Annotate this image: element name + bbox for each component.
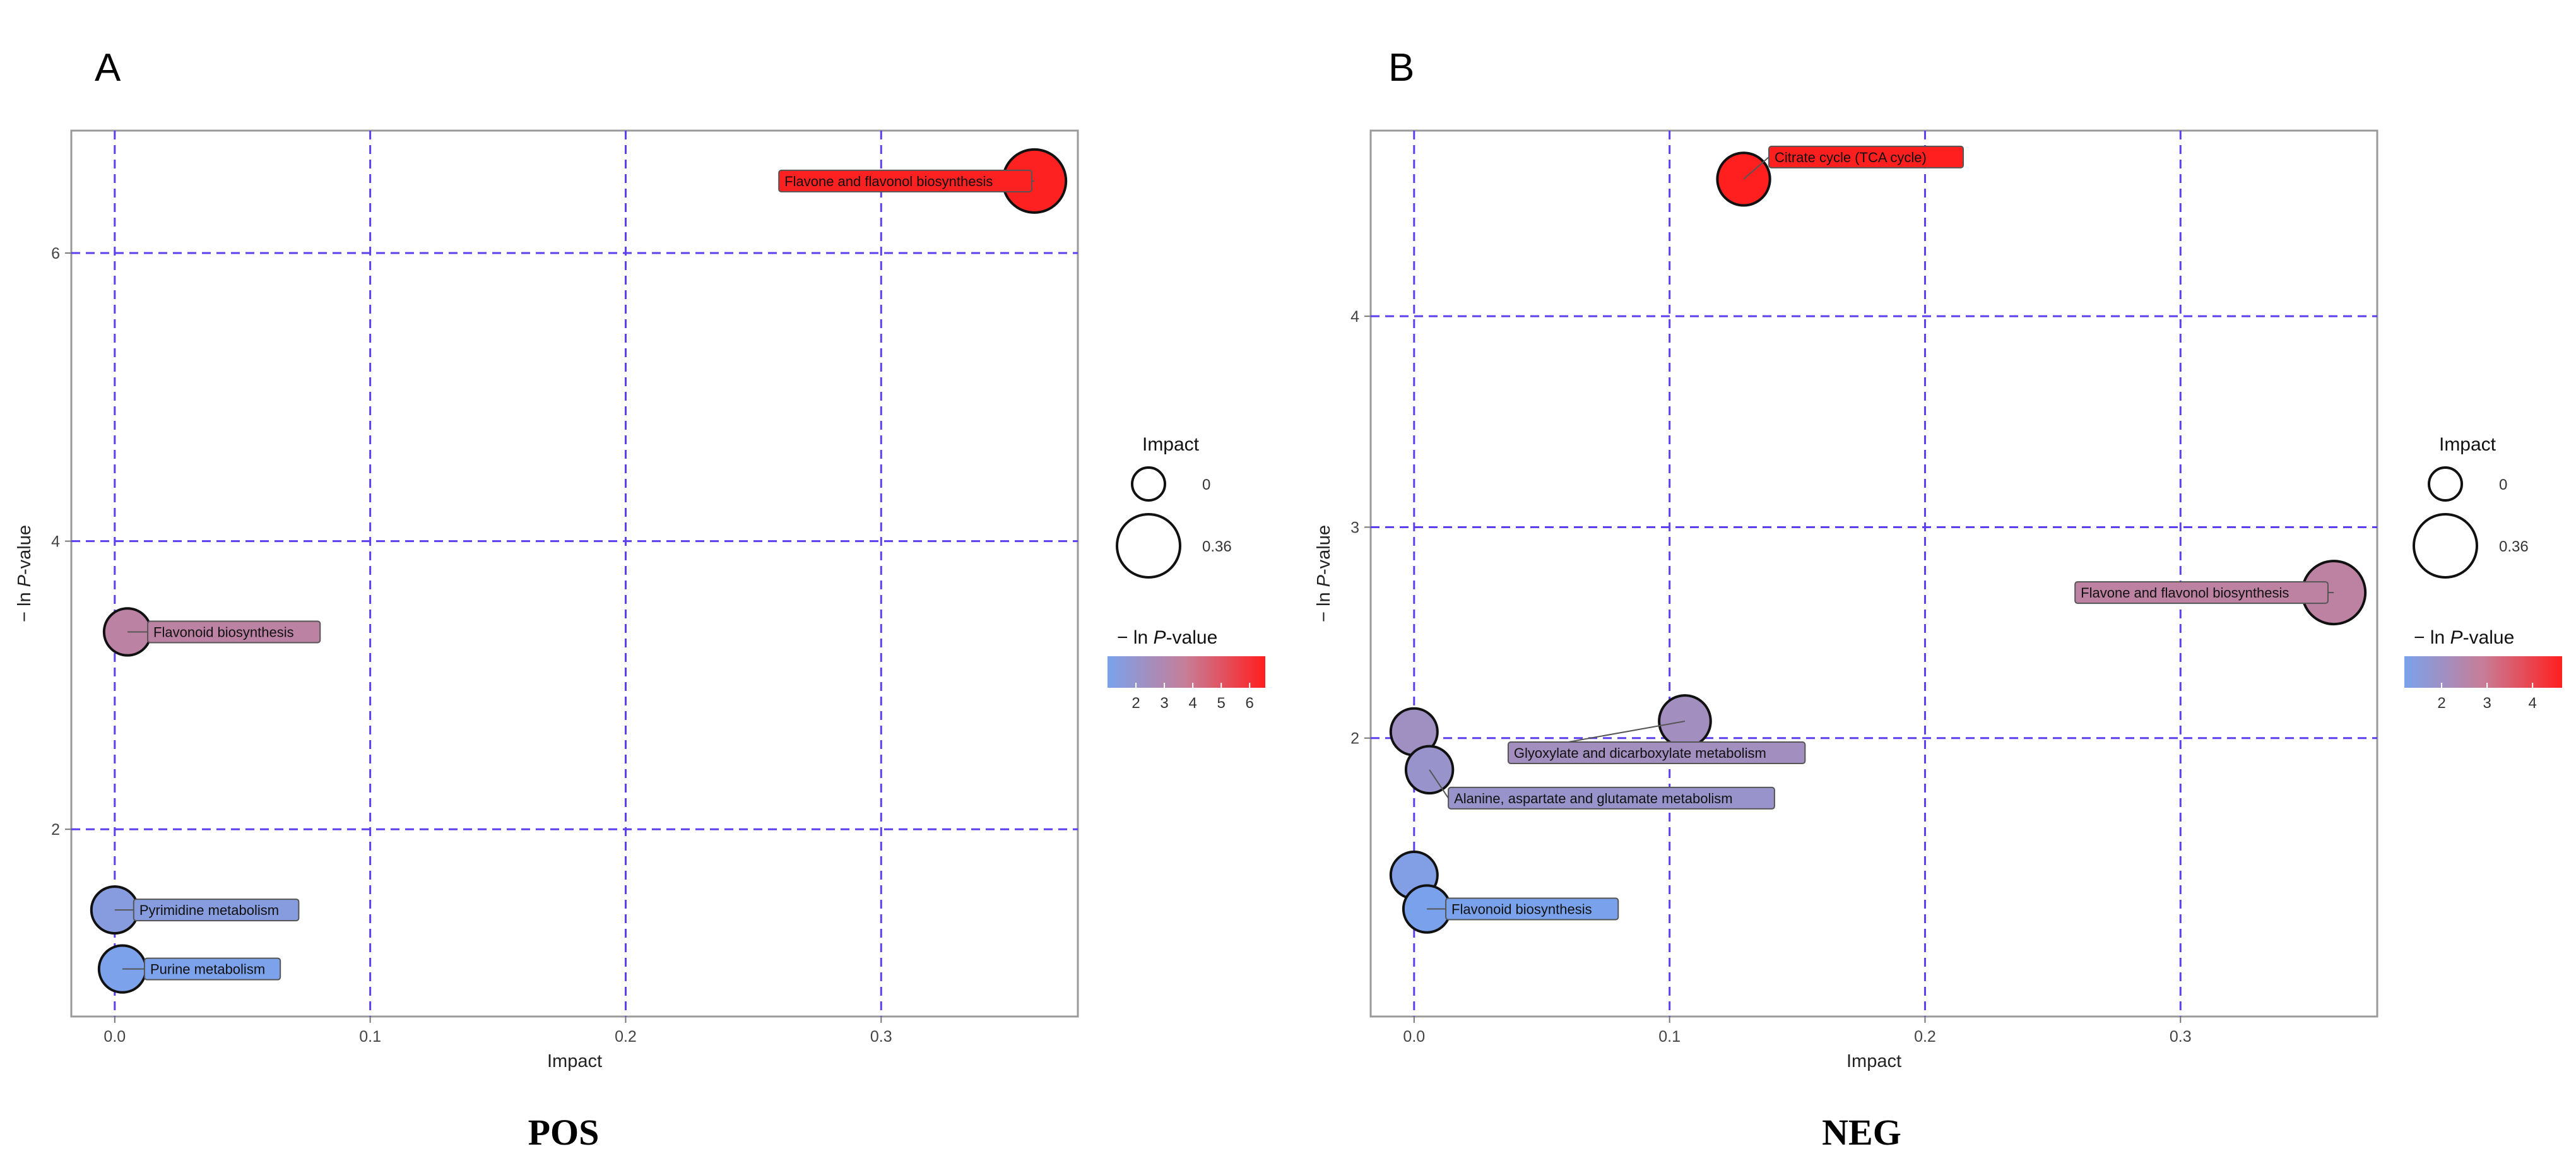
label-connector <box>1743 156 1770 180</box>
label-box <box>778 169 1032 192</box>
x-tick-label: 0.3 <box>870 1028 892 1046</box>
label-box <box>1445 897 1619 921</box>
legend-size-small <box>1131 466 1166 502</box>
legend-size-title: Impact <box>1142 434 1200 455</box>
x-tick-label: 0.3 <box>2170 1028 2192 1046</box>
panel-letter: A <box>95 46 121 90</box>
bubble-label: Flavone and flavonol biosynthesis <box>784 174 993 189</box>
bubble-label: Alanine, aspartate and glutamate metabol… <box>1454 791 1732 806</box>
x-tick-label: 0.1 <box>359 1028 381 1046</box>
y-tick-label: 4 <box>51 533 60 551</box>
legend-colorbar-label: 4 <box>2528 695 2536 712</box>
y-tick-label: 2 <box>51 821 60 839</box>
legend-size-label: 0 <box>1202 476 1210 493</box>
bubble-label: Citrate cycle (TCA cycle) <box>1775 150 1927 165</box>
bubble-label: Pyrimidine metabolism <box>139 902 279 918</box>
bubble-label: Flavone and flavonol biosynthesis <box>2081 585 2289 601</box>
legend-size-label: 0 <box>2499 476 2507 493</box>
bubble-citrate-cycle-tca-cycle <box>1716 151 1771 207</box>
label-box <box>1507 741 1806 764</box>
bubble-label: Purine metabolism <box>150 962 265 977</box>
legend-size-small <box>2428 466 2463 502</box>
x-axis-title: Impact <box>1846 1051 1901 1071</box>
y-axis-title: − ln P-value <box>15 525 35 622</box>
label-box <box>1768 145 1964 168</box>
panel-a: A 0.0 0.1 0.2 0.3 2 4 6 Impact − ln P-value Flavon… <box>15 46 1265 1153</box>
legend-colorbar <box>2404 656 2562 688</box>
legend-colorbar-label: 2 <box>1131 695 1140 712</box>
legend-color-title: − ln P-value <box>1117 627 1217 648</box>
label-box <box>147 620 321 644</box>
legend-size-label: 0.36 <box>1202 538 1232 555</box>
legend-colorbar-label: 3 <box>1160 695 1168 712</box>
legend-color-title: − ln P-value <box>2414 627 2514 648</box>
legend-colorbar-label: 6 <box>1246 695 1254 712</box>
legend-colorbar-label: 4 <box>1188 695 1196 712</box>
x-tick-label: 0.2 <box>1914 1028 1936 1046</box>
label-box <box>1448 786 1775 810</box>
x-tick-label: 0.1 <box>1658 1028 1681 1046</box>
y-tick-label: 2 <box>1350 730 1359 748</box>
legend-size-label: 0.36 <box>2499 538 2529 555</box>
legend-size-large <box>2413 513 2478 579</box>
panel-b: B 0.0 0.1 0.2 0.3 2 3 4 Impact − ln P-value Citrat… <box>1314 46 2562 1153</box>
plot-area <box>70 129 1079 1018</box>
legend-colorbar <box>1108 656 1265 688</box>
y-axis-title: − ln P-value <box>1314 525 1334 622</box>
x-tick-label: 0.0 <box>1403 1028 1425 1046</box>
y-tick-label: 4 <box>1350 308 1359 326</box>
plot-area <box>1369 129 2378 1018</box>
label-connector <box>1429 769 1449 799</box>
label-box <box>143 957 281 981</box>
bubble-label: Glyoxylate and dicarboxylate metabolism <box>1514 745 1766 761</box>
x-tick-label: 0.2 <box>615 1028 637 1046</box>
legend-colorbar-label: 3 <box>2483 695 2491 712</box>
panel-caption: NEG <box>1822 1112 1901 1153</box>
panel-caption: POS <box>528 1112 600 1153</box>
legend-size-title: Impact <box>2439 434 2496 455</box>
legend-colorbar-label: 5 <box>1217 695 1226 712</box>
bubble-label: Flavonoid biosynthesis <box>153 624 294 640</box>
x-tick-label: 0.0 <box>103 1028 126 1046</box>
x-axis-title: Impact <box>547 1051 602 1071</box>
label-box <box>133 899 300 922</box>
legend-colorbar-label: 2 <box>2437 695 2445 712</box>
y-tick-label: 3 <box>1350 519 1359 536</box>
panel-letter: B <box>1388 46 1414 90</box>
y-tick-label: 6 <box>51 245 60 262</box>
legend-size-large <box>1116 513 1181 579</box>
bubble-label: Flavonoid biosynthesis <box>1451 902 1592 917</box>
label-box <box>2074 581 2329 604</box>
